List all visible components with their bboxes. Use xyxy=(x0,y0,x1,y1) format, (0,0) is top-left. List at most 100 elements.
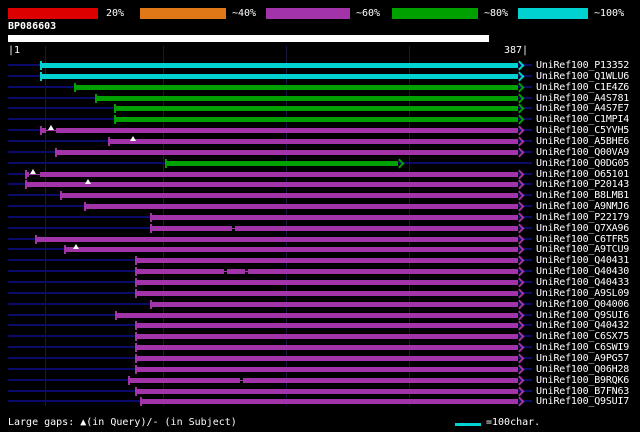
alignment-bar[interactable] xyxy=(135,323,518,329)
hit-label[interactable]: UniRef100_C6SX75 xyxy=(536,331,630,343)
bar-arrow-icon xyxy=(514,190,525,201)
alignment-bar[interactable] xyxy=(95,95,518,101)
alignment-row: UniRef100_Q40430 xyxy=(0,266,640,277)
alignment-bar[interactable] xyxy=(135,366,518,372)
alignment-bar[interactable] xyxy=(150,225,518,231)
hit-label[interactable]: UniRef100_C6TFR5 xyxy=(536,233,630,245)
alignment-bar[interactable] xyxy=(114,106,518,112)
hit-label[interactable]: UniRef100_Q9SUI6 xyxy=(536,309,630,321)
hit-label[interactable]: UniRef100_B7FN63 xyxy=(536,385,630,397)
alignment-row: UniRef100_O65101 xyxy=(0,168,640,180)
alignment-bar[interactable] xyxy=(135,388,518,394)
alignment-bar[interactable] xyxy=(40,128,518,134)
alignment-row: UniRef100_Q40433 xyxy=(0,277,640,288)
alignment-bar[interactable] xyxy=(165,160,398,166)
bar-arrow-icon xyxy=(514,266,525,277)
hit-label[interactable]: UniRef100_A4S7E7 xyxy=(536,103,630,115)
alignment-bar[interactable] xyxy=(140,399,518,405)
alignment-bar[interactable] xyxy=(74,84,518,90)
alignment-row: UniRef100_A9SL09 xyxy=(0,288,640,299)
hit-label[interactable]: UniRef100_Q40431 xyxy=(536,255,630,267)
alignment-bar[interactable] xyxy=(150,214,518,220)
hit-label[interactable]: UniRef100_C1MPI4 xyxy=(536,114,630,126)
hit-label[interactable]: UniRef100_P22179 xyxy=(536,211,630,223)
hit-label[interactable]: UniRef100_Q04006 xyxy=(536,298,630,310)
alignment-bar[interactable] xyxy=(135,334,518,340)
hit-label[interactable]: UniRef100_Q9SUI7 xyxy=(536,396,630,408)
alignment-bar[interactable] xyxy=(135,345,518,351)
hit-label[interactable]: UniRef100_A9TCU9 xyxy=(536,244,630,256)
bar-start-tick xyxy=(135,288,137,298)
bar-arrow-icon xyxy=(514,125,525,136)
alignment-bar[interactable] xyxy=(135,355,518,361)
scale-start-label: |1 xyxy=(8,45,21,56)
hit-label[interactable]: UniRef100_A4S781 xyxy=(536,92,630,104)
hit-label[interactable]: UniRef100_Q40430 xyxy=(536,266,630,278)
bar-start-tick xyxy=(114,104,116,114)
scale-end-label: 387| xyxy=(504,45,529,56)
alignment-row: UniRef100_A5BHE6 xyxy=(0,135,640,147)
hit-label[interactable]: UniRef100_A9SL09 xyxy=(536,287,630,299)
key-segment-orange xyxy=(140,8,226,19)
hit-label[interactable]: UniRef100_C6SWI9 xyxy=(536,342,630,354)
hit-label[interactable]: UniRef100_C5YVH5 xyxy=(536,125,630,137)
alignment-bar[interactable] xyxy=(35,236,518,242)
hit-label[interactable]: UniRef100_B9RQK6 xyxy=(536,374,630,386)
alignment-row: UniRef100_A9TCU9 xyxy=(0,244,640,255)
subject-gap-mark xyxy=(29,171,40,177)
hit-label[interactable]: UniRef100_B8LMB1 xyxy=(536,190,630,202)
alignment-bar[interactable] xyxy=(135,269,518,275)
hit-label[interactable]: UniRef100_P20143 xyxy=(536,179,630,191)
alignment-bar[interactable] xyxy=(150,301,518,307)
alignment-bar[interactable] xyxy=(84,204,518,210)
alignment-bar[interactable] xyxy=(115,312,518,318)
hit-label[interactable]: UniRef100_A9PG57 xyxy=(536,352,630,364)
query-gap-triangle-icon xyxy=(30,168,36,174)
hit-label[interactable]: UniRef100_Q00VA9 xyxy=(536,146,630,158)
hit-label[interactable]: UniRef100_Q40433 xyxy=(536,277,630,288)
alignment-bar[interactable] xyxy=(40,73,518,79)
alignment-bar[interactable] xyxy=(55,149,518,155)
hit-label[interactable]: UniRef100_O65101 xyxy=(536,168,630,180)
alignment-row: UniRef100_Q40431 xyxy=(0,255,640,266)
key-segment-red xyxy=(8,8,98,19)
bar-arrow-icon xyxy=(514,114,525,125)
hit-label[interactable]: UniRef100_A5BHE6 xyxy=(536,135,630,147)
alignment-row: UniRef100_Q9SUI6 xyxy=(0,310,640,321)
hit-label[interactable]: UniRef100_Q1WLU6 xyxy=(536,70,630,82)
alignment-bar[interactable] xyxy=(40,63,518,68)
bar-start-tick xyxy=(55,147,57,157)
alignment-bar[interactable] xyxy=(64,247,518,253)
alignment-bar[interactable] xyxy=(135,280,518,285)
alignment-bar[interactable] xyxy=(25,182,518,188)
alignment-bar[interactable] xyxy=(108,138,518,144)
hit-label[interactable]: UniRef100_C1E4Z6 xyxy=(536,81,630,93)
hit-label[interactable]: UniRef100_Q7XA96 xyxy=(536,222,630,234)
bar-start-tick xyxy=(60,191,62,201)
alignment-row: UniRef100_Q00VA9 xyxy=(0,147,640,158)
alignment-row: UniRef100_Q7XA96 xyxy=(0,223,640,234)
alignment-bar[interactable] xyxy=(135,258,518,264)
alignment-row: UniRef100_C6TFR5 xyxy=(0,234,640,245)
hit-label[interactable]: UniRef100_A9NMJ6 xyxy=(536,201,630,213)
hit-label[interactable]: UniRef100_Q0DG05 xyxy=(536,157,630,169)
bar-arrow-icon xyxy=(514,103,525,114)
alignment-bar[interactable] xyxy=(128,377,518,383)
subject-gap-mark xyxy=(46,128,56,134)
bar-start-tick xyxy=(165,158,167,168)
alignment-row: UniRef100_C1E4Z6 xyxy=(0,82,640,93)
hit-label[interactable]: UniRef100_Q40432 xyxy=(536,320,630,332)
alignment-bar[interactable] xyxy=(25,171,518,177)
hit-label[interactable]: UniRef100_P13352 xyxy=(536,60,630,71)
subject-gap-mark xyxy=(232,225,235,231)
alignment-bar[interactable] xyxy=(114,117,518,123)
alignment-bar[interactable] xyxy=(135,290,518,296)
hit-label[interactable]: UniRef100_Q06H28 xyxy=(536,363,630,375)
alignment-row: UniRef100_Q04006 xyxy=(0,299,640,310)
bar-arrow-icon xyxy=(514,201,525,212)
bar-start-tick xyxy=(40,71,42,81)
alignment-row: UniRef100_A4S7E7 xyxy=(0,103,640,114)
alignment-row: UniRef100_Q0DG05 xyxy=(0,158,640,169)
alignment-bar[interactable] xyxy=(60,193,518,199)
